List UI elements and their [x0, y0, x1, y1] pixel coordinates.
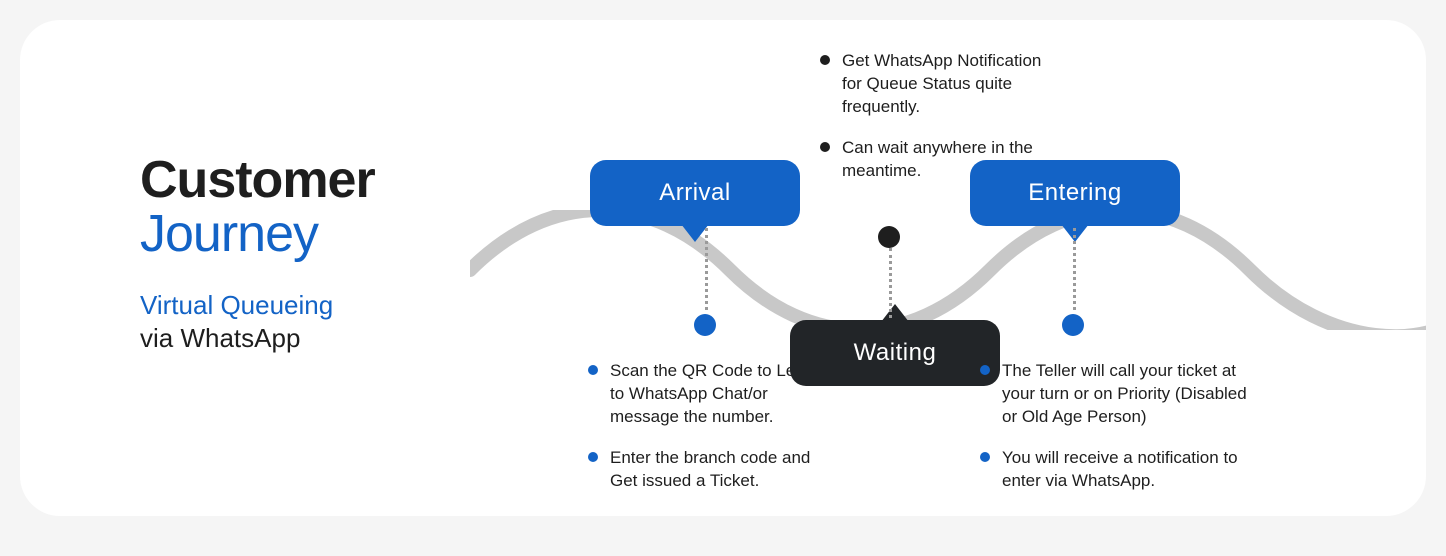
heading-line2: Journey: [140, 204, 375, 264]
subheading: Virtual Queueing via WhatsApp: [140, 290, 333, 354]
stage-pill-entering: Entering: [970, 160, 1180, 226]
stage-label: Waiting: [854, 339, 937, 367]
stage-label: Arrival: [659, 179, 731, 207]
stage-bullets-arrival: Scan the QR Code to Lead to WhatsApp Cha…: [588, 360, 828, 511]
wave-node-arrival: [694, 314, 716, 336]
connector-dots: [705, 228, 708, 310]
bullet-item: Enter the branch code and Get issued a T…: [588, 447, 828, 493]
journey-wave: [470, 210, 1426, 330]
stage-pill-arrival: Arrival: [590, 160, 800, 226]
journey-card: Customer Journey Virtual Queueing via Wh…: [20, 20, 1426, 516]
bullet-item: You will receive a notification to enter…: [980, 447, 1260, 493]
wave-node-entering: [1062, 314, 1084, 336]
heading-line1: Customer: [140, 150, 375, 210]
subheading-line2: via WhatsApp: [140, 323, 333, 354]
bullet-item: The Teller will call your ticket at your…: [980, 360, 1260, 429]
connector-dots: [889, 248, 892, 318]
stage-bullets-entering: The Teller will call your ticket at your…: [980, 360, 1260, 511]
wave-path: [470, 210, 1426, 330]
subheading-line1: Virtual Queueing: [140, 290, 333, 321]
stage-pill-waiting: Waiting: [790, 320, 1000, 386]
wave-node-waiting: [878, 226, 900, 248]
bullet-item: Get WhatsApp Notification for Queue Stat…: [820, 50, 1050, 119]
connector-dots: [1073, 228, 1076, 310]
stage-label: Entering: [1028, 179, 1121, 207]
pill-tail-icon: [881, 304, 909, 322]
heading: Customer Journey: [140, 150, 375, 264]
